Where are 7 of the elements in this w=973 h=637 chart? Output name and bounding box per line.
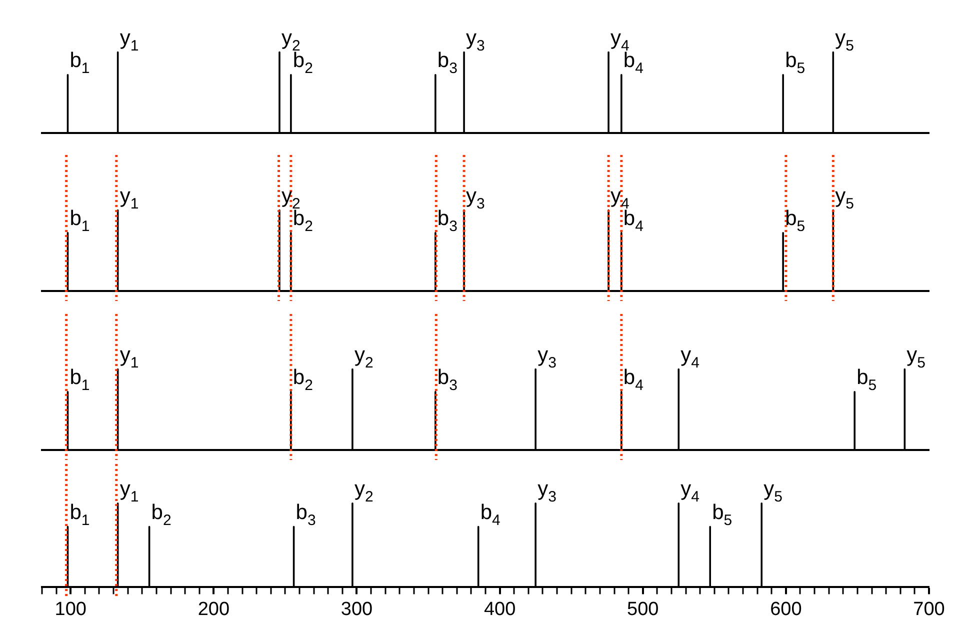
x-tick-label: 600 <box>770 598 802 620</box>
x-tick-label: 700 <box>913 598 945 620</box>
x-tick-label: 300 <box>340 598 373 620</box>
x-tick-label: 100 <box>54 598 86 620</box>
x-tick-label: 400 <box>484 598 516 620</box>
x-tick-label: 200 <box>198 598 230 620</box>
x-tick-label: 500 <box>627 598 659 620</box>
